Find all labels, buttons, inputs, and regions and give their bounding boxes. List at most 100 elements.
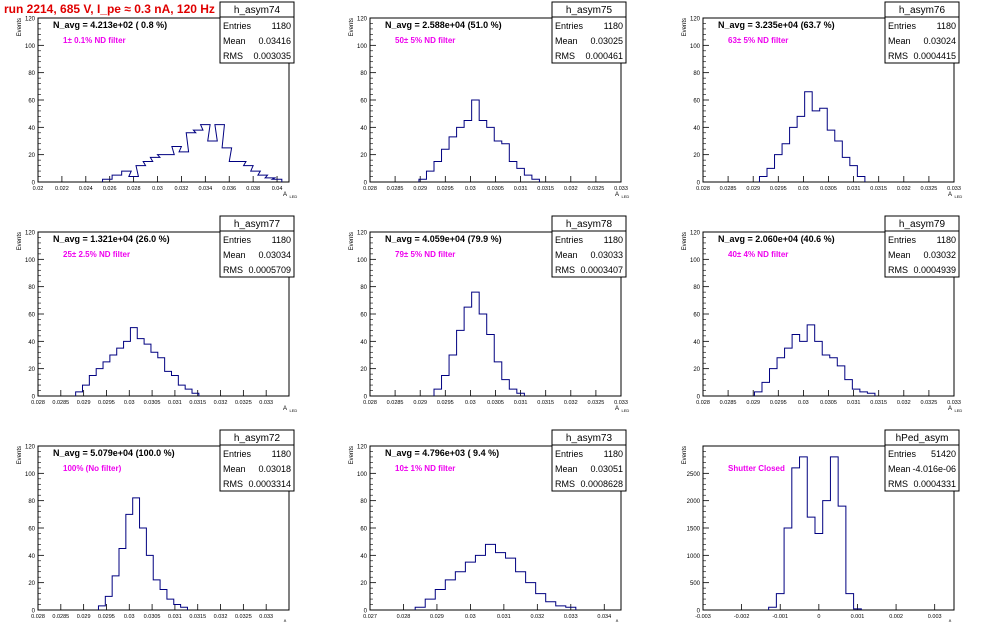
histogram-bin xyxy=(185,389,192,396)
x-tick-label: 0.029 xyxy=(77,614,91,620)
stats-label-rms: RMS xyxy=(555,51,575,61)
x-tick-label: 0.022 xyxy=(55,186,69,192)
x-axis-title: A xyxy=(283,406,287,412)
y-tick-label: 120 xyxy=(25,445,36,451)
histogram-bin xyxy=(820,108,828,182)
histogram-bin xyxy=(487,127,495,182)
x-tick-label: 0.033 xyxy=(564,614,578,620)
x-axis-title: A xyxy=(283,620,287,622)
histogram-line xyxy=(433,291,525,396)
histogram-bin xyxy=(479,314,487,396)
y-tick-label: 100 xyxy=(357,472,368,478)
hist-name: h_asym79 xyxy=(899,219,946,230)
histogram-bin xyxy=(784,528,792,610)
y-axis-title: Events xyxy=(349,18,355,36)
stats-value-mean: -4.016e-06 xyxy=(912,464,956,474)
histogram-bin xyxy=(472,100,480,182)
x-tick-label: 0.031 xyxy=(497,614,511,620)
histogram-bin xyxy=(800,341,808,396)
histogram-bin xyxy=(754,392,762,396)
histogram-bin xyxy=(759,177,767,182)
stats-value-mean: 0.03025 xyxy=(590,36,623,46)
histogram-bin xyxy=(837,366,845,396)
histogram-bin xyxy=(827,130,835,182)
histogram-bin xyxy=(457,330,465,396)
stats-label-mean: Mean xyxy=(223,464,246,474)
filter-annotation: 10± 1% ND filter xyxy=(395,464,455,473)
filter-annotation: Shutter Closed xyxy=(728,464,785,473)
stats-value-rms: 0.0003314 xyxy=(248,479,291,489)
histogram-bin xyxy=(126,514,133,610)
x-axis-title: A xyxy=(615,406,619,412)
x-tick-label: 0.0305 xyxy=(144,614,161,620)
x-tick-label: -0.003 xyxy=(695,614,711,620)
x-tick-label: 0.031 xyxy=(847,186,861,192)
histogram-bin xyxy=(415,607,425,610)
stats-box xyxy=(884,429,960,492)
stats-label-mean: Mean xyxy=(888,250,911,260)
x-tick-label: 0.0295 xyxy=(437,400,454,406)
filter-annotation: 63± 5% ND filter xyxy=(728,36,788,45)
filter-annotation: 100% (No filter) xyxy=(63,464,122,473)
histogram-bin xyxy=(112,576,119,610)
hist-name: h_asym77 xyxy=(234,219,281,230)
y-tick-label: 100 xyxy=(25,258,36,264)
x-tick-label: 0.033 xyxy=(259,400,273,406)
x-tick-label: 0.002 xyxy=(889,614,903,620)
histogram-bin xyxy=(419,179,427,182)
stats-box xyxy=(884,215,960,278)
histogram-bin xyxy=(516,572,526,610)
y-tick-label: 0 xyxy=(364,609,368,615)
x-tick-label: 0.032 xyxy=(214,400,228,406)
stats-box xyxy=(219,215,295,278)
x-tick-label: 0.031 xyxy=(514,400,528,406)
histogram-bin xyxy=(76,392,83,396)
histogram-line xyxy=(758,91,866,182)
n-avg-summary: N_avg = 3.235e+04 (63.7 %) xyxy=(718,20,835,30)
x-axis-title-sub: LED xyxy=(622,194,630,199)
x-axis-title-sub: LED xyxy=(955,408,963,413)
x-tick-label: 0.028 xyxy=(363,186,377,192)
x-tick-label: -0.002 xyxy=(734,614,750,620)
stats-label-entries: Entries xyxy=(223,449,252,459)
x-tick-label: 0.031 xyxy=(168,614,182,620)
x-axis-title: A xyxy=(283,192,287,198)
y-tick-label: 80 xyxy=(693,285,700,291)
histogram-bin xyxy=(192,393,199,396)
y-tick-label: 0 xyxy=(364,181,368,187)
histogram-bin xyxy=(137,339,144,396)
stats-value-entries: 1180 xyxy=(604,21,623,31)
x-tick-label: 0.028 xyxy=(363,400,377,406)
histogram-bin xyxy=(435,590,445,611)
x-tick-label: 0.032 xyxy=(897,186,911,192)
y-tick-label: 100 xyxy=(25,472,36,478)
histogram-bin xyxy=(494,362,502,396)
histogram-bin xyxy=(105,596,112,610)
x-tick-label: 0.026 xyxy=(103,186,117,192)
histogram-bin xyxy=(838,506,846,610)
stats-box xyxy=(219,429,295,492)
hist-name: h_asym75 xyxy=(566,5,613,16)
y-tick-label: 100 xyxy=(357,44,368,50)
filter-annotation: 50± 5% ND filter xyxy=(395,36,455,45)
x-tick-label: 0.032 xyxy=(214,614,228,620)
stats-label-mean: Mean xyxy=(888,464,911,474)
x-tick-label: 0.0285 xyxy=(720,400,737,406)
histogram-bin xyxy=(174,605,181,610)
x-tick-label: 0.028 xyxy=(31,400,45,406)
stats-label-entries: Entries xyxy=(888,449,917,459)
x-tick-label: 0.0325 xyxy=(920,400,937,406)
stats-label-entries: Entries xyxy=(888,235,917,245)
x-tick-label: 0.031 xyxy=(514,186,528,192)
histogram-bin xyxy=(769,607,777,610)
y-tick-label: 80 xyxy=(360,71,367,77)
y-tick-label: 20 xyxy=(693,367,700,373)
histogram-line xyxy=(414,543,577,610)
x-tick-label: 0.003 xyxy=(928,614,942,620)
histogram-bin xyxy=(546,602,556,610)
x-tick-label: 0.029 xyxy=(430,614,444,620)
y-tick-label: 2500 xyxy=(687,472,701,478)
histogram-bin xyxy=(426,171,434,182)
histogram-bin xyxy=(517,168,525,182)
x-tick-label: 0.0315 xyxy=(870,400,887,406)
